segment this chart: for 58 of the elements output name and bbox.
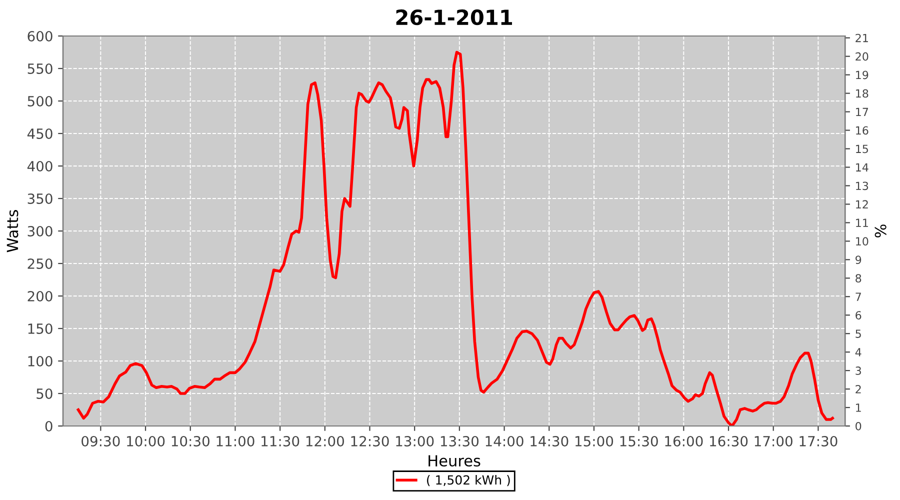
y2-tick-label: 14 bbox=[856, 163, 868, 172]
y2-tick-label: 11 bbox=[856, 218, 868, 227]
legend-label: ( 1,502 kWh ) bbox=[427, 475, 510, 486]
x-tick-label: 12:30 bbox=[351, 436, 389, 446]
x-tick-label: 11:00 bbox=[216, 436, 254, 446]
y2-tick-label: 5 bbox=[856, 330, 861, 338]
y-tick-label: 350 bbox=[28, 193, 52, 204]
y-tick-label: 300 bbox=[28, 226, 52, 236]
x-tick-label: 16:30 bbox=[710, 436, 748, 446]
y2-tick-label: 19 bbox=[856, 70, 868, 80]
x-tick-label: 11:30 bbox=[262, 436, 300, 446]
x-tick-label: 17:30 bbox=[800, 436, 838, 446]
x-tick-label: 17:00 bbox=[754, 436, 792, 446]
x-tick-label: 16:00 bbox=[665, 436, 703, 446]
y-tick-label: 150 bbox=[28, 323, 52, 334]
y2-tick-label: 17 bbox=[856, 108, 868, 116]
y2-tick-label: 6 bbox=[856, 311, 862, 320]
y2-tick-label: 8 bbox=[856, 274, 862, 283]
y2-tick-label: 1 bbox=[856, 404, 861, 412]
x-tick-label: 14:00 bbox=[486, 436, 524, 446]
y2-tick-label: 2 bbox=[856, 385, 861, 394]
y2-tick-label: 15 bbox=[856, 144, 868, 154]
y2-tick-label: 9 bbox=[856, 256, 862, 264]
chart-title: 26-1-2011 bbox=[396, 9, 512, 26]
x-tick-label: 13:00 bbox=[396, 436, 434, 446]
y2-axis-title: % bbox=[874, 224, 886, 238]
x-tick-label: 15:30 bbox=[620, 436, 658, 446]
y2-tick-label: 10 bbox=[856, 237, 868, 246]
x-tick-label: 15:00 bbox=[575, 436, 614, 446]
y-tick-label: 50 bbox=[36, 388, 52, 399]
y-tick-label: 450 bbox=[27, 128, 52, 139]
y2-tick-label: 20 bbox=[856, 52, 868, 61]
y-tick-label: 250 bbox=[28, 258, 52, 269]
x-tick-label: 13:30 bbox=[440, 436, 479, 446]
y-tick-label: 100 bbox=[28, 356, 52, 366]
y-tick-label: 500 bbox=[28, 96, 52, 106]
x-tick-label: 10:00 bbox=[127, 436, 165, 446]
x-axis-title: Heures bbox=[428, 455, 480, 467]
y2-tick-label: 21 bbox=[856, 34, 868, 42]
y-tick-label: 200 bbox=[28, 290, 52, 302]
y2-tick-label: 3 bbox=[856, 366, 861, 375]
x-tick-label: 14:30 bbox=[530, 436, 568, 446]
y2-tick-label: 16 bbox=[856, 126, 868, 135]
line-series bbox=[76, 50, 834, 426]
y2-tick-label: 13 bbox=[856, 182, 868, 190]
y2-tick-label: 18 bbox=[856, 89, 868, 98]
y-axis-title: Watts bbox=[6, 210, 18, 252]
y2-tick-label: 7 bbox=[856, 292, 861, 301]
y2-tick-label: 0 bbox=[856, 422, 862, 430]
y2-tick-label: 4 bbox=[855, 348, 862, 356]
x-tick-label: 10:30 bbox=[172, 436, 210, 446]
x-tick-label: 09:30 bbox=[82, 436, 120, 446]
y-tick-label: 550 bbox=[28, 63, 52, 74]
y-tick-label: 600 bbox=[28, 30, 52, 42]
y2-tick-label: 12 bbox=[856, 200, 868, 208]
y-tick-label: 400 bbox=[27, 160, 52, 172]
y-tick-label: 0 bbox=[45, 420, 52, 432]
x-tick-label: 12:00 bbox=[306, 436, 344, 446]
